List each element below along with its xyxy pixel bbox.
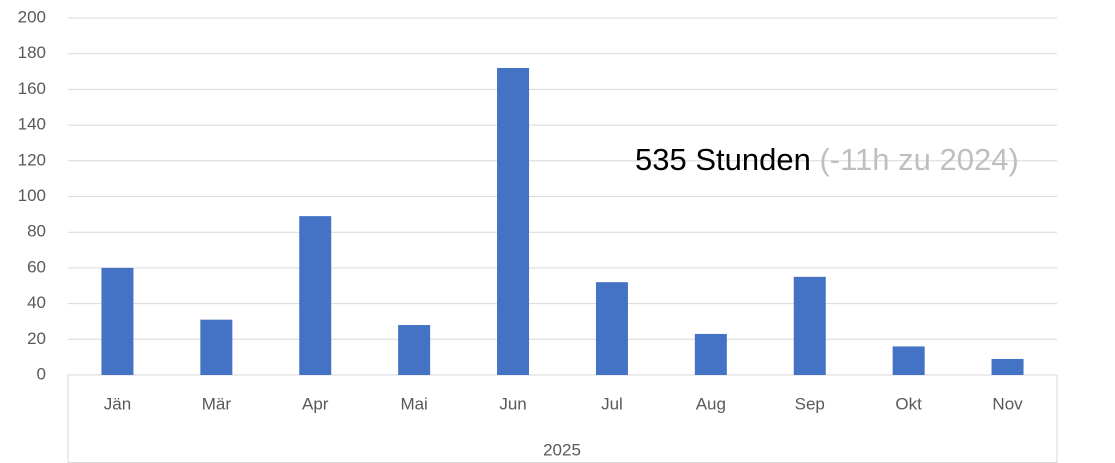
y-tick-label: 180 <box>18 43 46 62</box>
x-tick-label: Apr <box>302 394 329 413</box>
y-tick-label: 60 <box>27 257 46 276</box>
bar <box>299 216 332 375</box>
annotation-main: 535 Stunden <box>635 142 811 177</box>
y-tick-label: 140 <box>18 115 46 134</box>
x-tick-label: Jul <box>601 394 623 413</box>
x-tick-label: Aug <box>696 394 726 413</box>
y-tick-label: 80 <box>27 222 46 241</box>
y-tick-label: 40 <box>27 293 46 312</box>
x-tick-label: Mär <box>202 394 232 413</box>
bar <box>398 325 431 375</box>
y-tick-label: 120 <box>18 150 46 169</box>
y-tick-label: 0 <box>37 364 46 383</box>
bar <box>892 346 925 375</box>
bar <box>793 276 826 375</box>
bar <box>694 333 727 375</box>
y-tick-label: 160 <box>18 79 46 98</box>
y-tick-label: 20 <box>27 329 46 348</box>
bar <box>101 267 134 375</box>
group-label: 2025 <box>543 440 581 459</box>
y-tick-label: 200 <box>18 7 46 26</box>
annotation: 535 Stunden (-11h zu 2024) <box>635 142 1019 177</box>
x-tick-label: Sep <box>795 394 825 413</box>
bar <box>595 282 628 375</box>
x-tick-label: Jun <box>499 394 526 413</box>
x-tick-label: Okt <box>895 394 922 413</box>
annotation-note: (-11h zu 2024) <box>819 142 1018 177</box>
bar <box>991 358 1024 375</box>
x-tick-label: Nov <box>992 394 1023 413</box>
x-tick-label: Mai <box>400 394 427 413</box>
y-tick-label: 100 <box>18 186 46 205</box>
bar <box>497 67 530 375</box>
bar <box>200 319 233 375</box>
x-tick-label: Jän <box>104 394 131 413</box>
